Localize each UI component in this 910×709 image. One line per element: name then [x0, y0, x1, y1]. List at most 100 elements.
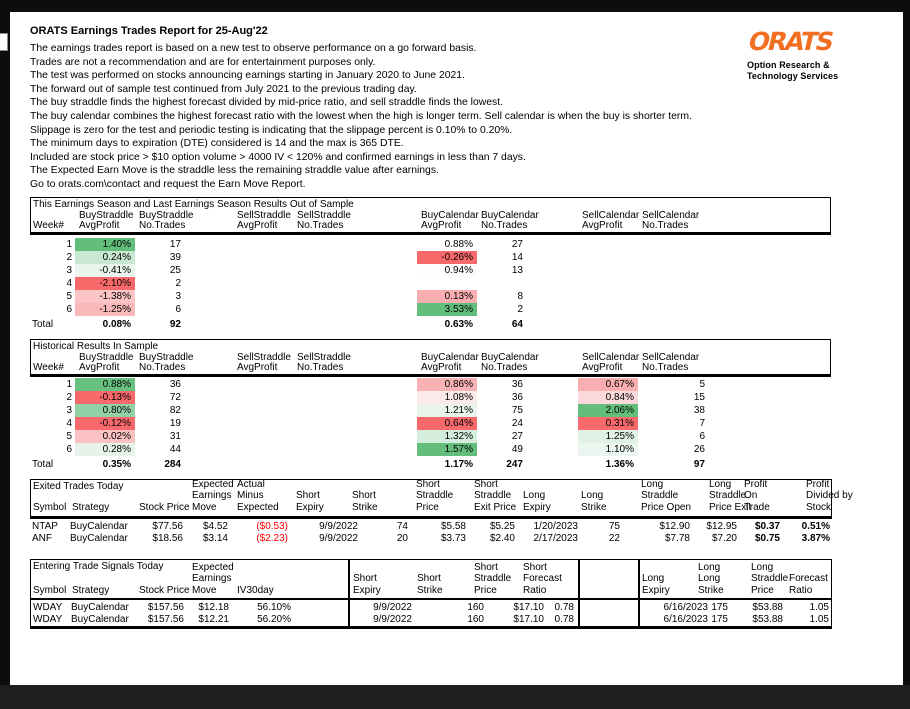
- intro-paragraph: The earnings trades report is based on a…: [30, 42, 692, 192]
- orats-wordmark-icon: ORATS: [746, 26, 837, 56]
- col-header-short-expiry: Short Expiry: [353, 573, 381, 596]
- table2-header-box: Historical Results In Sample BuyStraddle…: [30, 339, 831, 377]
- table-row: 2 0.24% 39 -0.26% 14: [30, 251, 831, 264]
- cell-strategy: BuyCalendar: [70, 533, 128, 544]
- total-buycalendar-avgprofit: 1.17%: [444, 459, 473, 470]
- cell-symbol: NTAP: [32, 521, 58, 532]
- buycalendar-notrades-cell: 8: [517, 291, 523, 302]
- col-header-symbol: Symbol: [33, 501, 67, 513]
- sellcalendar-avgprofit-cell: 0.84%: [578, 391, 638, 404]
- total-buycalendar-avgprofit: 0.63%: [444, 319, 473, 330]
- buystraddle-notrades-cell: 19: [169, 418, 181, 429]
- col-header-short-expiry: Short Expiry: [296, 490, 324, 513]
- week-cell: 4: [66, 278, 72, 289]
- column-sub: AvgProfit: [79, 362, 120, 373]
- sellcalendar-notrades-cell: 6: [699, 431, 705, 442]
- buystraddle-notrades-cell: 44: [169, 444, 181, 455]
- week-header: Week#: [33, 362, 64, 373]
- cell-stock-price: $157.56: [147, 614, 184, 625]
- col-header-stock-price: Stock Price: [139, 584, 190, 596]
- column-sub: AvgProfit: [582, 362, 623, 373]
- cell-short-straddle-exit: $2.40: [489, 533, 515, 544]
- column-sub: No.Trades: [642, 220, 689, 231]
- cell-short-strike: 20: [396, 533, 408, 544]
- table-row: 5 -1.38% 3 0.13% 8: [30, 290, 831, 303]
- col-header-strategy: Strategy: [72, 584, 110, 596]
- cell-expected-move: $12.21: [198, 614, 229, 625]
- week-cell: 1: [66, 379, 72, 390]
- buycalendar-notrades-cell: 27: [511, 239, 523, 250]
- buycalendar-avgprofit-cell: 1.21%: [417, 404, 477, 417]
- table-row: WDAY BuyCalendar $157.56 $12.21 56.20% 9…: [31, 614, 831, 626]
- week-cell: 3: [66, 405, 72, 416]
- table-row: ANF BuyCalendar $18.56 $3.14 ($2.23) 9/9…: [30, 533, 832, 545]
- table4-divider: [638, 560, 640, 626]
- cell-stock-price: $157.56: [147, 602, 184, 613]
- cell-actual-minus-expected: ($0.53): [256, 521, 288, 532]
- sellcalendar-avgprofit-cell: 0.31%: [578, 417, 638, 430]
- table2-data: 1 0.88% 36 0.86% 36 0.67% 5 2 -0.13% 72 …: [30, 378, 831, 471]
- buystraddle-avgprofit-cell: -0.12%: [75, 417, 135, 430]
- cell-long-straddle-open: $12.90: [659, 521, 690, 532]
- total-buystraddle-notrades: 284: [164, 459, 181, 470]
- total-sellcalendar-notrades: 97: [693, 459, 705, 470]
- total-buycalendar-notrades: 247: [506, 459, 523, 470]
- buystraddle-avgprofit-cell: -0.13%: [75, 391, 135, 404]
- buycalendar-notrades-cell: 27: [511, 431, 523, 442]
- cell-strategy: BuyCalendar: [71, 614, 129, 625]
- column-group: SellStraddle: [237, 351, 291, 363]
- total-sellcalendar-avgprofit: 1.36%: [605, 459, 634, 470]
- col-header-short-forecast-ratio: Short Forecast Ratio: [523, 561, 562, 596]
- column-group: BuyStraddle: [139, 209, 194, 221]
- cell-strategy: BuyCalendar: [70, 521, 128, 532]
- table2-title: Historical Results In Sample: [33, 341, 159, 352]
- col-header-long-straddle-price-open: Long Straddle Price Open: [641, 478, 692, 513]
- cell-expected-move: $12.18: [198, 602, 229, 613]
- sellcalendar-notrades-cell: 38: [693, 405, 705, 416]
- buystraddle-avgprofit-cell: 0.28%: [75, 443, 135, 456]
- cell-iv30day: 56.20%: [257, 614, 291, 625]
- cell-expected-move: $3.14: [202, 533, 228, 544]
- col-header-long-strike: Long Long Strike: [698, 561, 724, 596]
- total-label: Total: [32, 319, 54, 330]
- table-row: 3 -0.41% 25 0.94% 13: [30, 264, 831, 277]
- cell-profit-on-trade: $0.37: [754, 521, 780, 532]
- cell-profit-on-trade: $0.75: [754, 533, 780, 544]
- intro-line: Go to orats.com\contact and request the …: [30, 178, 306, 190]
- column-sub: AvgProfit: [237, 220, 278, 231]
- week-cell: 2: [66, 252, 72, 263]
- column-sub-row: Week# AvgProfit No.Trades AvgProfit No.T…: [31, 220, 830, 232]
- buycalendar-notrades-cell: 24: [511, 418, 523, 429]
- buycalendar-notrades-cell: 36: [511, 379, 523, 390]
- intro-line: The earnings trades report is based on a…: [30, 43, 477, 54]
- col-header-short-strike: Short Strike: [352, 490, 378, 513]
- cell-short-straddle-price: $17.10: [513, 602, 544, 613]
- column-sub: AvgProfit: [582, 220, 623, 231]
- buycalendar-notrades-cell: 36: [511, 392, 523, 403]
- buystraddle-avgprofit-cell: -0.41%: [75, 264, 135, 277]
- column-group: SellStraddle: [237, 209, 291, 221]
- column-group: SellStraddle: [297, 209, 351, 221]
- col-header-forecast-ratio: Forecast Ratio: [789, 573, 828, 596]
- report-page: ORATS Earnings Trades Report for 25-Aug'…: [10, 12, 903, 685]
- cell-short-strike: 160: [467, 602, 484, 613]
- buystraddle-avgprofit-cell: 0.24%: [75, 251, 135, 264]
- cell-short-expiry: 9/9/2022: [319, 533, 358, 544]
- col-header-long-straddle-price: Long Straddle Price: [751, 561, 789, 596]
- buystraddle-avgprofit-cell: -2.10%: [75, 277, 135, 290]
- column-group-row: BuyStraddle BuyStraddle SellStraddle Sel…: [31, 351, 830, 364]
- total-row: Total 0.08% 92 0.63% 64: [30, 318, 831, 331]
- buycalendar-avgprofit-cell: [417, 277, 477, 290]
- cell-iv30day: 56.10%: [257, 602, 291, 613]
- cell-profit-div-stock: 3.87%: [801, 533, 830, 544]
- column-group: BuyCalendar: [481, 351, 539, 363]
- viewer-bottom-bar: [0, 685, 910, 709]
- cell-long-straddle-price: $53.88: [752, 602, 783, 613]
- column-group: BuyStraddle: [139, 351, 194, 363]
- column-group: BuyCalendar: [421, 209, 479, 221]
- total-buystraddle-notrades: 92: [169, 319, 181, 330]
- column-sub: AvgProfit: [421, 362, 462, 373]
- orats-logo: ORATS Option Research & Technology Servi…: [744, 26, 884, 81]
- cell-forecast-ratio: 1.05: [809, 602, 829, 613]
- col-header-strategy: Strategy: [72, 501, 110, 513]
